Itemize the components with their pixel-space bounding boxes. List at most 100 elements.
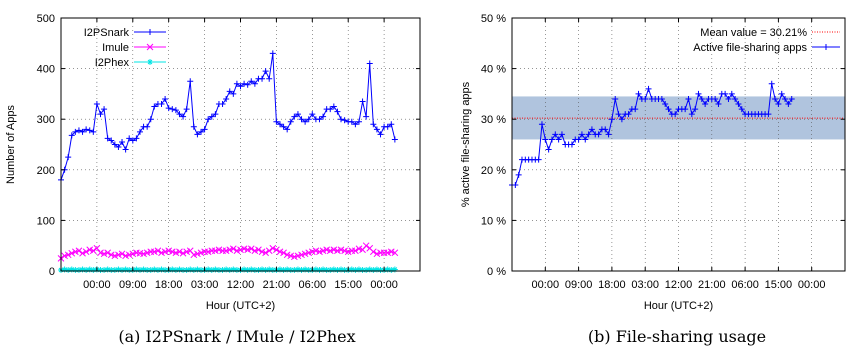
plot-frame — [511, 17, 846, 272]
data-point — [284, 126, 291, 133]
y-tick-label: 0 — [49, 266, 55, 278]
y-tick-label: 500 — [37, 13, 55, 25]
data-point — [151, 103, 158, 110]
data-point — [262, 68, 269, 75]
data-point — [363, 113, 370, 120]
data-point — [635, 90, 642, 97]
data-point — [233, 80, 240, 87]
data-point — [373, 266, 380, 273]
x-tick-label: 00:00 — [370, 279, 398, 291]
data-point — [65, 266, 72, 273]
data-point — [373, 126, 380, 133]
data-point — [104, 266, 111, 273]
data-point — [223, 95, 230, 102]
data-point — [665, 106, 672, 113]
data-point — [129, 137, 136, 144]
x-tick-label: 21:00 — [263, 279, 291, 291]
legend-label: I2PSnark — [84, 27, 130, 39]
data-point — [162, 95, 169, 102]
data-point — [291, 266, 298, 273]
data-point — [190, 123, 197, 130]
data-point — [273, 118, 280, 125]
legend-label: Active file-sharing apps — [693, 42, 807, 54]
data-point — [692, 106, 699, 113]
data-point — [369, 248, 377, 256]
data-point — [93, 101, 100, 108]
data-point — [582, 136, 589, 143]
data-point — [97, 111, 104, 118]
data-point — [276, 266, 283, 273]
legend-marker — [147, 59, 153, 65]
data-point — [140, 266, 147, 273]
y-tick-label: 20 % — [481, 165, 506, 177]
data-point — [111, 266, 118, 273]
data-point — [251, 80, 258, 87]
data-point — [608, 116, 615, 123]
data-point — [75, 247, 83, 255]
data-point — [86, 266, 93, 273]
data-point — [280, 249, 287, 257]
data-point — [212, 111, 219, 118]
data-point — [334, 266, 341, 273]
data-point — [280, 123, 287, 130]
data-point — [219, 266, 226, 273]
data-point — [187, 266, 194, 273]
caption: (b) File-sharing usage — [588, 327, 766, 346]
data-point — [672, 111, 679, 118]
data-point — [735, 101, 742, 108]
data-point — [309, 111, 316, 118]
data-point — [370, 266, 377, 273]
x-tick-label: 15:00 — [334, 279, 362, 291]
data-point — [104, 135, 111, 142]
x-tick-label: 00:00 — [798, 279, 826, 291]
data-point — [722, 90, 729, 97]
x-tick-label: 09:00 — [565, 279, 593, 291]
data-point — [126, 266, 133, 273]
data-point — [180, 266, 187, 273]
data-point — [101, 106, 108, 113]
data-point — [348, 118, 355, 125]
data-point — [359, 98, 366, 105]
data-point — [725, 95, 732, 102]
data-point — [158, 266, 165, 273]
data-point — [64, 251, 72, 259]
data-point — [241, 266, 248, 273]
data-point — [144, 266, 151, 273]
data-point — [294, 266, 301, 273]
y-tick-label: 400 — [37, 64, 55, 76]
legend-label: Imule — [102, 42, 129, 54]
data-point — [108, 137, 115, 144]
data-point — [291, 113, 298, 120]
data-point — [119, 138, 126, 145]
data-point — [68, 132, 75, 139]
data-point — [515, 171, 522, 178]
data-point — [179, 249, 187, 257]
data-point — [658, 95, 665, 102]
data-point — [377, 131, 384, 138]
data-point — [176, 111, 183, 118]
data-point — [247, 245, 255, 253]
data-point — [208, 266, 215, 273]
data-point — [287, 266, 294, 273]
x-tick-label: 00:00 — [83, 279, 111, 291]
x-tick-label: 06:00 — [299, 279, 327, 291]
y-tick-label: 30 % — [481, 114, 506, 126]
data-point — [305, 116, 312, 123]
data-point — [158, 101, 165, 108]
data-point — [391, 266, 398, 273]
x-axis-label: Hour (UTC+2) — [206, 300, 275, 312]
data-point — [645, 85, 652, 92]
data-point — [205, 116, 212, 123]
data-point — [118, 250, 126, 258]
data-point — [338, 266, 345, 273]
data-point — [552, 131, 559, 138]
data-point — [575, 136, 582, 143]
data-point — [287, 118, 294, 125]
data-point — [785, 101, 792, 108]
data-point — [201, 126, 208, 133]
data-point — [244, 81, 251, 88]
data-point — [190, 266, 197, 273]
data-point — [212, 266, 219, 273]
data-point — [108, 266, 115, 273]
data-point — [205, 266, 212, 273]
